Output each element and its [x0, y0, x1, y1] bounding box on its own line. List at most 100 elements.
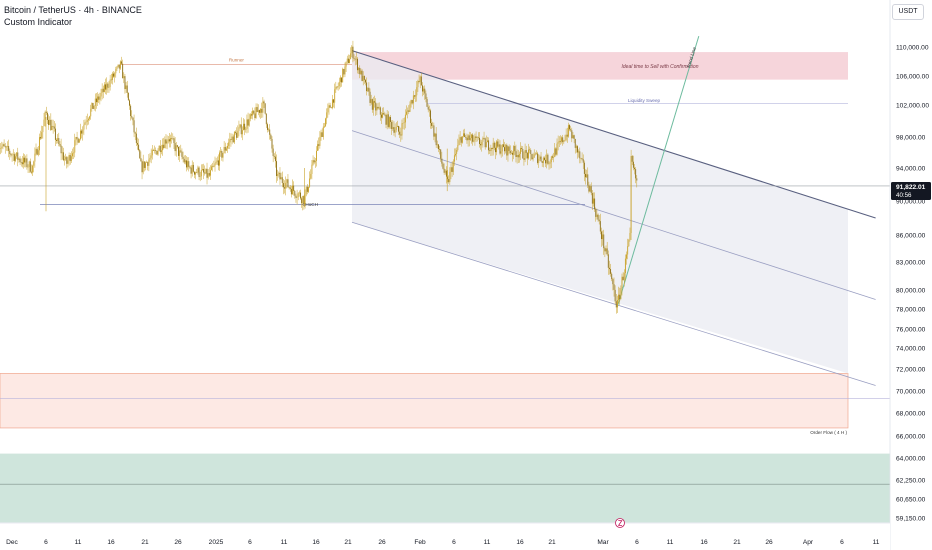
candle-body [580, 158, 582, 159]
candle-body [116, 66, 118, 70]
time-tick-label: 26 [378, 539, 386, 546]
candle-body [268, 129, 270, 131]
candle-body [426, 99, 428, 107]
candle-body [228, 142, 230, 146]
candle-body [570, 129, 572, 131]
time-tick-label: 21 [141, 539, 149, 546]
candle-body [472, 134, 474, 142]
candle-body [508, 146, 510, 151]
candle-body [505, 144, 507, 152]
candle-body [539, 156, 541, 160]
candle-body [347, 58, 349, 63]
candle-body [533, 154, 535, 158]
candle-body [300, 192, 301, 199]
candle-body [132, 117, 134, 121]
candle-body [395, 127, 397, 130]
candle-body [556, 143, 558, 155]
candle-body [163, 144, 165, 149]
time-tick-label: 21 [548, 539, 556, 546]
candle-body [517, 155, 519, 158]
candle-body [287, 179, 289, 188]
candle-body [292, 185, 293, 195]
candle-body [445, 170, 447, 177]
candle-body [430, 110, 431, 123]
candle-body [467, 135, 469, 141]
candle-body [382, 113, 384, 118]
candle-body [233, 131, 235, 143]
candle-body [384, 114, 386, 116]
price-axis-bg [890, 0, 932, 550]
candle-body [317, 144, 319, 151]
candle-body [12, 154, 14, 155]
candle-body [256, 107, 258, 113]
candle-body [390, 117, 392, 122]
candle-body [10, 154, 12, 156]
time-tick-label: Feb [414, 539, 426, 546]
candle-body [264, 103, 266, 114]
candle-body [123, 76, 125, 79]
candle-body [555, 148, 557, 155]
candle-body [70, 156, 72, 161]
candle-body [368, 87, 370, 92]
candle-body [476, 137, 478, 138]
candle-body [488, 140, 490, 151]
currency-selector[interactable]: USDT [892, 4, 924, 20]
candle-body [158, 145, 160, 151]
candle-body [124, 76, 126, 90]
candle-body [186, 160, 187, 168]
candle-body [450, 167, 452, 172]
candle-body [593, 198, 594, 204]
candle-body [536, 153, 537, 155]
candle-body [491, 147, 493, 150]
candle-body [259, 110, 260, 113]
candle-body [424, 88, 426, 94]
current-price-label: 91,822.01 [896, 184, 926, 191]
price-tick-label: 86,000.00 [896, 233, 926, 240]
candle-body [100, 92, 102, 97]
candle-body [192, 164, 194, 172]
candle-body [235, 131, 236, 133]
price-tick-label: 90,000.00 [896, 199, 926, 206]
candle-body [440, 149, 442, 159]
candle-body [343, 68, 345, 75]
candle-body [214, 163, 216, 166]
candle-body [135, 133, 137, 144]
candle-body [26, 158, 28, 168]
indicator-name: Custom Indicator [4, 17, 73, 27]
candle-body [375, 102, 377, 111]
order-flow-label: Order Flow ( 4 H ) [810, 430, 847, 435]
candle-body [289, 187, 291, 189]
time-tick-label: Mar [597, 539, 609, 546]
candle-body [227, 145, 228, 149]
candle-body [596, 214, 598, 217]
candle-body [216, 160, 218, 162]
price-tick-label: 76,000.00 [896, 327, 926, 334]
candle-body [147, 162, 149, 166]
time-tick-label: 11 [75, 539, 82, 546]
candle-body [634, 167, 635, 170]
candle-body [546, 154, 548, 164]
candle-body [296, 197, 298, 198]
candle-body [316, 150, 317, 161]
candle-body [545, 159, 547, 164]
candle-body [369, 91, 371, 103]
candle-body [497, 141, 499, 147]
candle-body [198, 167, 200, 177]
candle-body [101, 88, 103, 93]
candle-body [595, 209, 597, 217]
candle-body [360, 70, 362, 75]
candle-body [286, 179, 288, 183]
candle-body [93, 105, 95, 109]
candle-body [318, 144, 320, 146]
choch-label: CHoCH [302, 202, 318, 207]
candle-body [636, 178, 638, 181]
candle-body [393, 127, 395, 133]
candle-body [150, 155, 152, 158]
candle-body [229, 139, 231, 143]
candle-body [244, 123, 246, 130]
candle-body [311, 164, 313, 174]
price-tick-label: 102,000.00 [896, 103, 929, 110]
candle-body [579, 151, 581, 159]
candle-body [522, 148, 524, 159]
